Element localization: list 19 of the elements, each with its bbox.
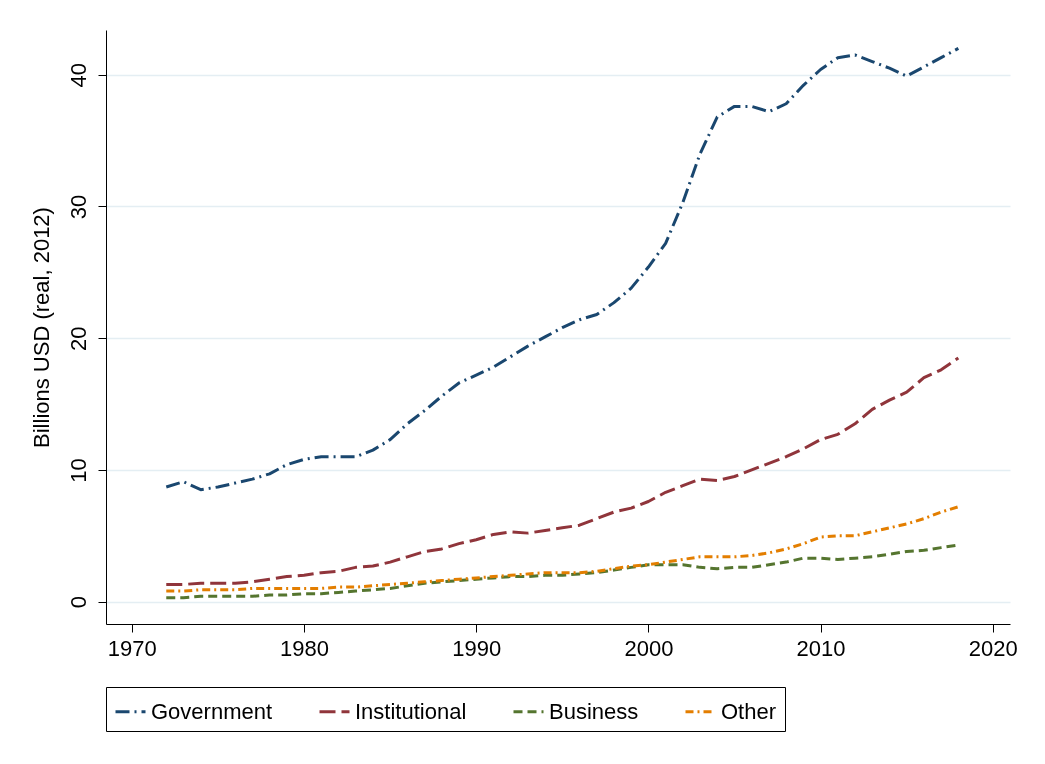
line-series [164,356,960,586]
line-series [164,46,960,492]
legend-label: Business [549,698,639,724]
x-tick-label: 1980 [280,635,329,661]
x-tick-label: 2020 [968,635,1018,661]
legend-label: Institutional [355,698,467,724]
y-tick-label: 40 [65,63,91,88]
y-tick-label: 10 [65,458,91,483]
y-tick-label: 30 [65,194,91,220]
legend-label: Government [151,698,273,724]
x-tick-label: 2010 [796,635,846,661]
y-axis-title: Billions USD (real, 2012) [28,207,54,448]
x-tick-label: 1990 [452,635,502,661]
x-tick-label: 1970 [107,635,157,661]
line-series [164,505,960,593]
x-tick-label: 2000 [624,635,674,661]
y-tick-label: 20 [65,326,91,351]
legend-label: Other [721,698,777,724]
y-tick-label: 0 [65,595,91,609]
